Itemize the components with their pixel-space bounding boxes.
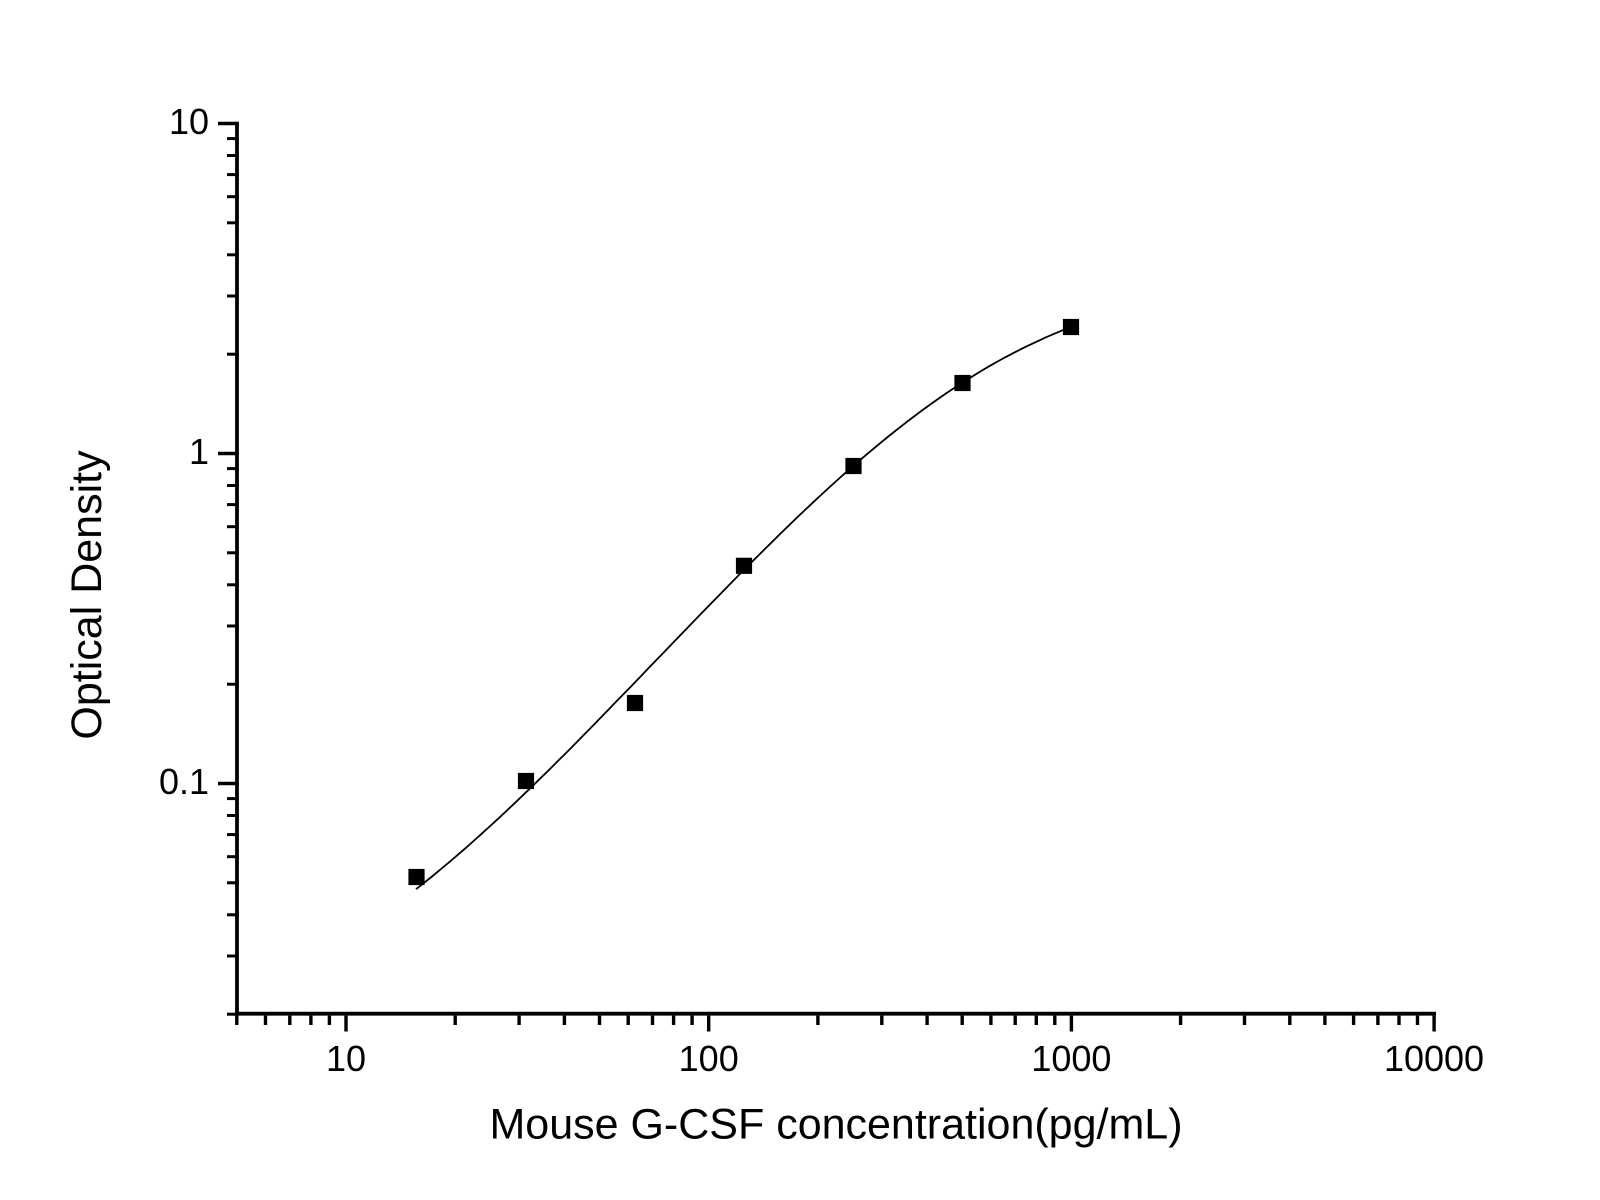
svg-text:Mouse G-CSF concentration(pg/m: Mouse G-CSF concentration(pg/mL)	[489, 1101, 1182, 1149]
svg-text:100: 100	[679, 1038, 739, 1079]
svg-text:0.1: 0.1	[159, 761, 209, 802]
svg-text:1: 1	[189, 431, 209, 472]
svg-text:1000: 1000	[1031, 1038, 1111, 1079]
svg-text:10: 10	[169, 101, 209, 142]
svg-text:Optical Density: Optical Density	[63, 450, 111, 740]
svg-text:10: 10	[326, 1038, 366, 1079]
svg-text:10000: 10000	[1384, 1038, 1484, 1079]
